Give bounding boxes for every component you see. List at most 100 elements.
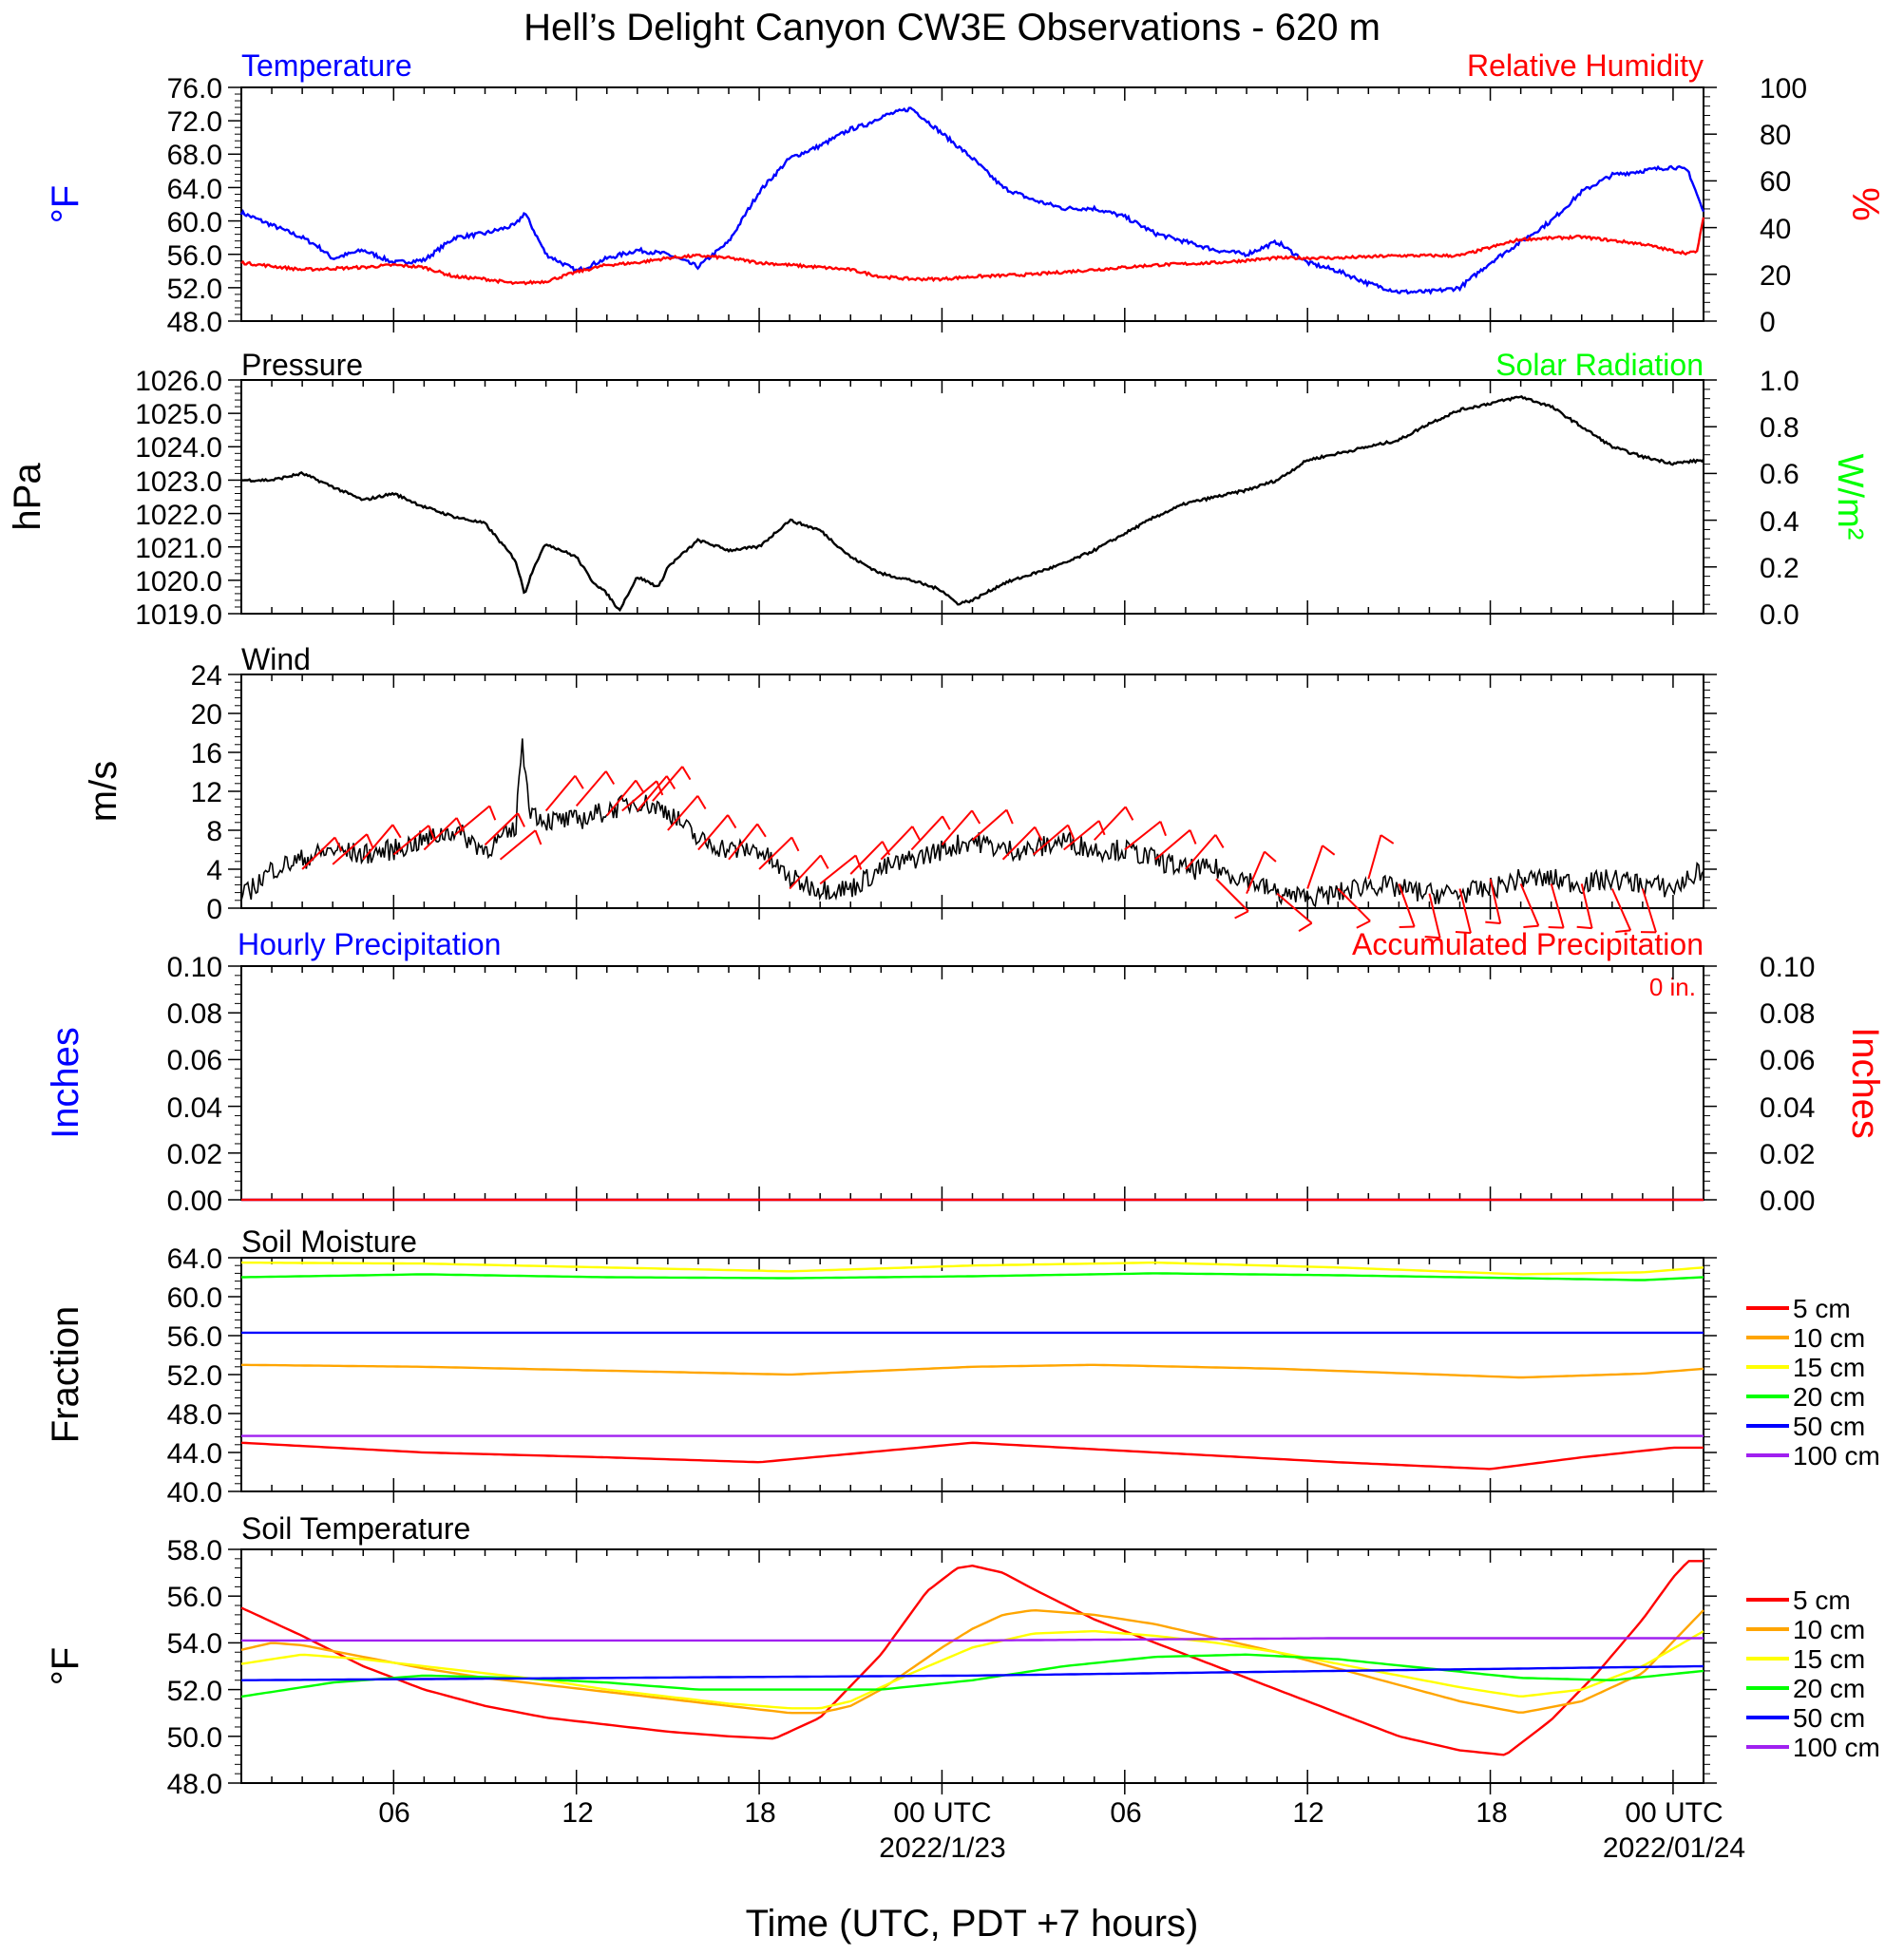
y-tick-label: 50.0 (167, 1722, 222, 1754)
date-label: 2022/1/23 (879, 1832, 1005, 1864)
y-tick-label: 60 (1760, 166, 1791, 198)
legend-label: 5 cm (1793, 1294, 1851, 1323)
y-tick-label: 0.06 (1760, 1045, 1815, 1076)
wind-barb (758, 836, 793, 870)
pressure-ticks: 1019.0 1020.0 1021.0 1022.0 1023.0 1024.… (135, 366, 222, 631)
wind-barb-flag (942, 815, 951, 830)
wind-barb-flag (534, 829, 543, 845)
wind-title: Wind (241, 642, 311, 676)
wind-barb-flag (1424, 936, 1440, 940)
wind-barb (453, 805, 490, 836)
date-label: 2022/01/24 (1603, 1832, 1745, 1864)
y-tick-label: 20 (191, 699, 222, 731)
wind-unit: m/s (83, 761, 124, 822)
wind-barb-flag (681, 766, 692, 781)
wind-barb (1367, 834, 1382, 880)
series-10-cm (240, 1608, 1704, 1715)
panel-precipitation: Hourly Precipitation Accumulated Precipi… (45, 927, 1886, 1217)
x-tick-label: 18 (744, 1797, 775, 1829)
y-tick-label: 1019.0 (135, 599, 222, 631)
wind-barb (1063, 820, 1100, 851)
series-15-cm (240, 1261, 1704, 1276)
wind-barb-flag (1159, 821, 1167, 837)
wind-barb-flag (1356, 920, 1371, 929)
y-tick-label: 0.08 (1760, 998, 1815, 1030)
relative-humidity-title: Relative Humidity (1467, 48, 1704, 83)
series-5-cm (240, 1441, 1704, 1471)
y-tick-label: 48.0 (167, 1399, 222, 1431)
pressure-unit: hPa (7, 463, 48, 531)
wind-barb-flag (756, 823, 767, 838)
wind-barb-flag (1455, 930, 1472, 935)
y-tick-label: 0.10 (1760, 952, 1815, 983)
wind-barb-flag (1034, 826, 1043, 842)
x-tick-label: 12 (1292, 1797, 1323, 1829)
wind-barb-flag (391, 824, 402, 839)
wind-barb-flag (604, 770, 616, 786)
y-tick-label: 56.0 (167, 1582, 222, 1613)
wind-barb-flag (1298, 921, 1313, 932)
wind-barb (484, 812, 519, 846)
y-tick-label: 64.0 (167, 1243, 222, 1275)
wind-barb (1641, 888, 1657, 933)
wind-barb-flag (1523, 924, 1539, 928)
wind-barb-flag (366, 833, 374, 849)
y-tick-label: 0 (1760, 307, 1776, 338)
wind-barb (544, 774, 577, 812)
humidity-ticks: 0 20 40 60 80 100 (1760, 73, 1807, 338)
solar-ticks: 0.0 0.2 0.4 0.6 0.8 1.0 (1760, 366, 1799, 631)
wind-barb (1032, 824, 1069, 856)
hourly-precip-title: Hourly Precipitation (238, 927, 501, 961)
panel-frame (240, 1257, 1704, 1492)
wind-barb-flag (696, 795, 707, 810)
series-10-cm (241, 1363, 1704, 1379)
legend-label: 10 cm (1793, 1615, 1865, 1644)
legend-label: 20 cm (1793, 1674, 1865, 1703)
wind-barb-flag (333, 837, 343, 852)
y-tick-label: 40 (1760, 214, 1791, 245)
wind-barb-flag (1214, 834, 1225, 848)
x-tick-label: 12 (562, 1797, 593, 1829)
wind-barb-flag (1067, 825, 1076, 840)
y-tick-label: 40.0 (167, 1477, 222, 1509)
y-tick-label: 0.8 (1760, 412, 1799, 444)
panel-wind: Wind m/s 0 4 8 12 16 20 24 (83, 642, 1704, 925)
y-tick-label: 0.02 (1760, 1139, 1815, 1170)
y-tick-label: 1024.0 (135, 432, 222, 464)
y-tick-label: 12 (191, 777, 222, 808)
precip-right-ticks: 0.00 0.02 0.04 0.06 0.08 0.10 (1760, 952, 1815, 1217)
wind-barb (910, 815, 943, 851)
y-tick-label: 0.4 (1760, 506, 1799, 538)
wind-barb (1124, 820, 1162, 851)
y-tick-label: 20 (1760, 260, 1791, 292)
y-tick-label: 72.0 (167, 106, 222, 138)
wind-barb (971, 808, 1008, 841)
wind-barb-flag (1322, 845, 1336, 856)
temperature-title: Temperature (241, 48, 412, 83)
y-tick-label: 0.10 (167, 952, 222, 983)
y-tick-label: 100 (1760, 73, 1807, 104)
soil-moisture-legend: 5 cm 10 cm 15 cm 20 cm 50 cm 100 cm (1746, 1294, 1880, 1471)
wind-barb-flag (1548, 925, 1564, 929)
wind-barb (1610, 888, 1632, 931)
wind-barb (575, 770, 607, 807)
wind-barb (1001, 826, 1036, 861)
legend-label: 15 cm (1793, 1644, 1865, 1674)
wind-barb (941, 809, 973, 846)
chart-marks (228, 86, 1717, 1794)
y-tick-label: 0.06 (167, 1045, 222, 1076)
y-tick-label: 80 (1760, 120, 1791, 151)
axis-ticks (228, 965, 1717, 1211)
legend-label: 10 cm (1793, 1323, 1865, 1353)
wind-barb (423, 817, 458, 851)
y-tick-label: 52.0 (167, 1676, 222, 1707)
wind-barb-flag (635, 779, 645, 794)
wind-barb (1276, 892, 1313, 924)
humidity-unit: % (1844, 187, 1886, 221)
x-tick-label: 00 UTC (1625, 1797, 1723, 1829)
axis-ticks (228, 674, 1717, 920)
y-tick-label: 1025.0 (135, 399, 222, 430)
x-tick-label: 06 (378, 1797, 409, 1829)
y-tick-label: 0.0 (1760, 599, 1799, 631)
panel-frame (240, 965, 1704, 1201)
